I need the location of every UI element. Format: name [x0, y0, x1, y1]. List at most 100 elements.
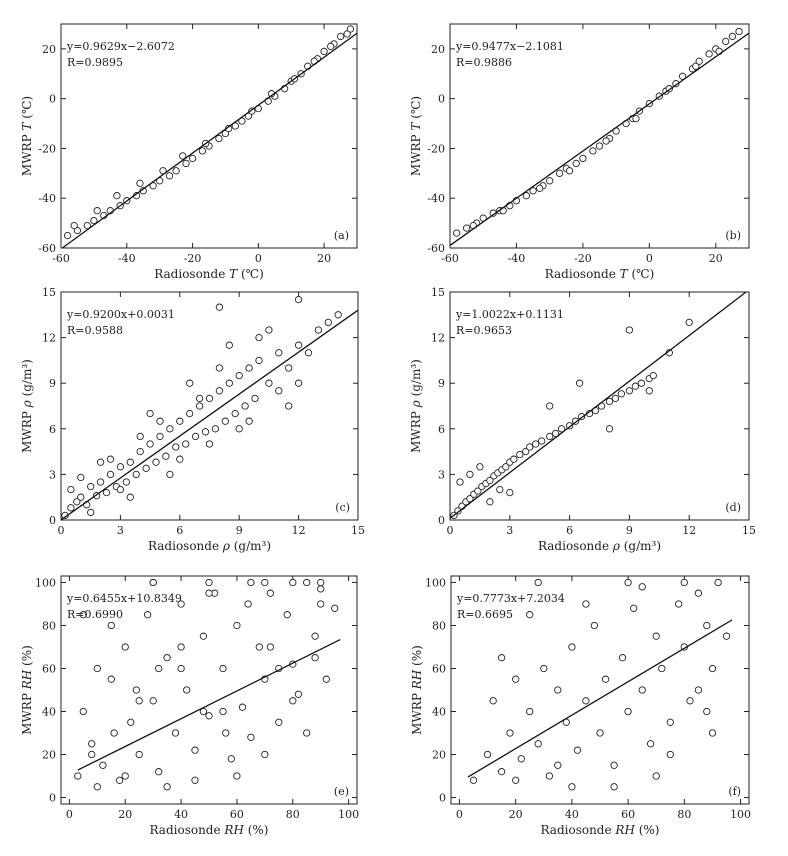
data-point [110, 729, 118, 737]
data-point [545, 772, 554, 780]
data-point [516, 450, 524, 459]
data-point [546, 432, 554, 441]
data-point [625, 387, 634, 395]
data-point [526, 707, 534, 716]
data-point [149, 697, 157, 705]
data-point [155, 768, 163, 776]
data-point [90, 216, 98, 225]
data-point [476, 463, 484, 471]
data-point [215, 364, 224, 372]
panel-label: (b) [725, 229, 741, 242]
data-point [87, 508, 95, 517]
data-point [506, 729, 514, 737]
data-point [266, 643, 275, 651]
data-point [106, 470, 115, 479]
data-point [201, 428, 210, 436]
data-point [255, 333, 263, 342]
x-tick-label: 40 [174, 808, 188, 821]
data-point [115, 776, 124, 784]
data-point [722, 37, 730, 46]
chart-panel-d: 0 3 6 9 12 15 0 3 6 9 12 15 y=1.0022x+0.1131 R=0.9653… [409, 286, 756, 553]
data-point [294, 379, 303, 387]
data-point [121, 643, 129, 651]
panel-label: (e) [334, 785, 349, 798]
data-point [225, 379, 233, 387]
data-point [191, 432, 200, 441]
x-tick-label: -60 [52, 252, 70, 265]
y-axis-title: MWRP T (℃) [409, 96, 423, 176]
data-point [605, 397, 614, 406]
y-tick-label: 0 [438, 93, 445, 106]
regression-equation: y=0.9200x+0.0031 [66, 308, 175, 321]
x-tick-label: 9 [626, 524, 633, 537]
data-point [162, 452, 170, 460]
data-point [171, 729, 180, 737]
data-point [146, 409, 154, 418]
data-point [686, 697, 694, 705]
data-point [529, 187, 537, 195]
data-point [93, 783, 101, 791]
data-point [311, 632, 319, 640]
data-point [496, 485, 504, 494]
regression-equation: y=0.9477x−2.1081 [455, 40, 564, 53]
data-point [122, 478, 130, 486]
data-point [456, 478, 464, 486]
x-tick-label: 100 [338, 808, 359, 821]
data-point [573, 746, 582, 754]
data-point [121, 772, 129, 780]
data-point [551, 429, 560, 438]
data-point [317, 578, 325, 587]
data-point [215, 134, 223, 143]
data-point [303, 578, 311, 587]
data-point [694, 686, 703, 694]
data-point [135, 697, 143, 705]
data-point [149, 578, 157, 587]
y-axis-title: MWRP RH (%) [20, 645, 34, 735]
y-axis-title: MWRP RH (%) [410, 645, 424, 735]
x-tick-label: 100 [730, 808, 751, 821]
data-point [512, 675, 520, 683]
data-point [565, 167, 574, 175]
data-point [334, 311, 342, 319]
y-tick-label: 60 [432, 662, 446, 675]
data-point [199, 632, 208, 640]
data-point [506, 488, 514, 497]
x-axis-title: Radiosonde ρ (g/m³) [538, 539, 661, 553]
y-axis-title: MWRP T (℃) [20, 96, 34, 176]
regression-line [60, 309, 359, 521]
data-point [322, 675, 330, 683]
regression-line [467, 619, 733, 778]
data-point [261, 750, 269, 759]
data-point [294, 690, 303, 698]
x-tick-label: 0 [456, 808, 463, 821]
data-point [126, 458, 134, 466]
data-point [135, 750, 143, 759]
data-point [233, 772, 241, 780]
data-point [595, 142, 604, 150]
data-point [245, 364, 253, 372]
correlation-coefficient: R=0.6695 [457, 608, 513, 621]
data-point [486, 476, 494, 485]
data-point [510, 455, 518, 463]
data-point [630, 604, 638, 612]
y-tick-label: 0 [49, 514, 56, 527]
panel-label: (c) [335, 501, 350, 514]
data-point [685, 318, 693, 327]
data-point [538, 437, 546, 445]
data-point [324, 318, 332, 327]
x-tick-label: -60 [441, 252, 459, 265]
data-point [152, 458, 160, 466]
x-axis-title: Radiosonde T (℃) [545, 267, 655, 281]
y-tick-label: -40 [427, 192, 445, 205]
regression-line [449, 291, 747, 519]
data-point [672, 80, 680, 88]
x-tick-label: -40 [508, 252, 526, 265]
data-point [486, 498, 494, 506]
data-point [294, 341, 303, 349]
x-tick-label: 3 [117, 524, 124, 537]
data-point [568, 783, 576, 791]
data-point [632, 114, 640, 123]
data-point [265, 326, 273, 334]
data-point [637, 379, 646, 387]
data-point [680, 578, 688, 587]
